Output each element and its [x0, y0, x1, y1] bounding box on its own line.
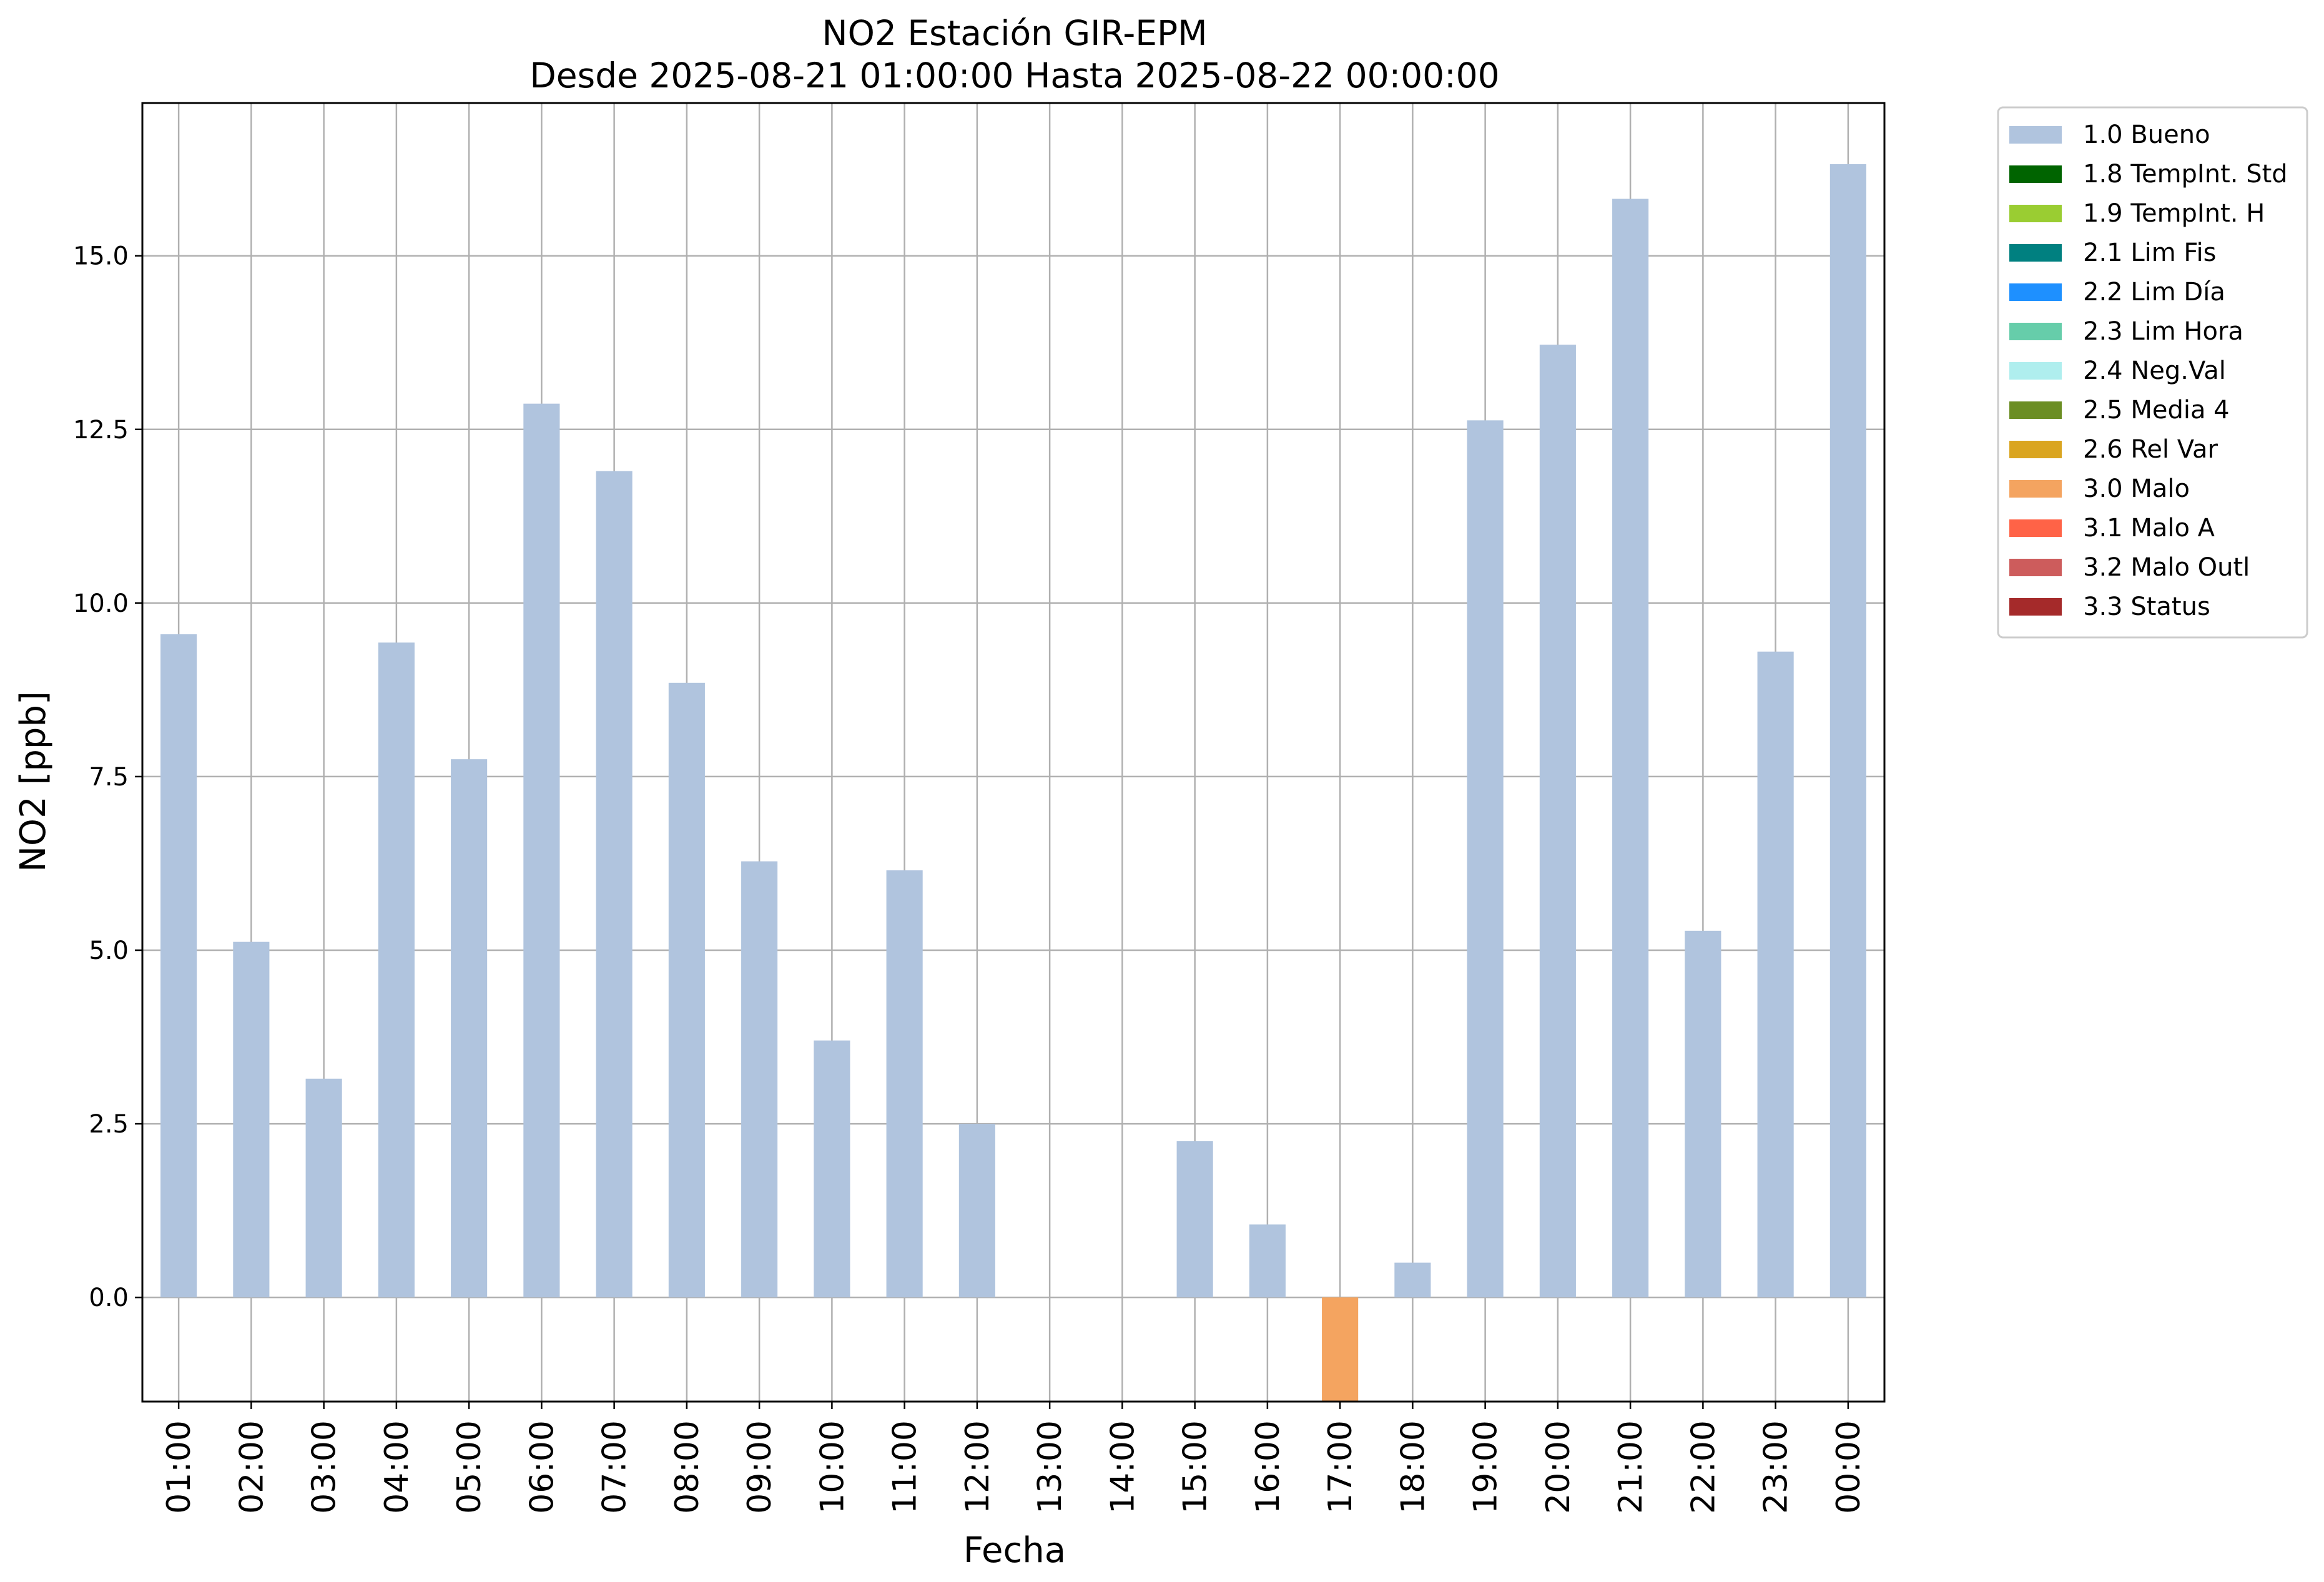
- bar-2200: [1685, 930, 1721, 1298]
- bars: [160, 164, 1866, 1402]
- x-tick-label: 21:00: [1612, 1420, 1650, 1514]
- x-tick-label: 04:00: [378, 1420, 416, 1514]
- legend-entry-label: 2.3 Lim Hora: [2083, 317, 2243, 346]
- bar-1900: [1467, 420, 1504, 1298]
- chart-subtitle: Desde 2025-08-21 01:00:00 Hasta 2025-08-…: [529, 56, 1499, 96]
- x-tick-label: 17:00: [1322, 1420, 1359, 1514]
- x-tick-label: 01:00: [160, 1420, 198, 1514]
- x-tick-label: 07:00: [596, 1420, 634, 1514]
- legend-swatch: [2009, 401, 2062, 419]
- legend-entry-label: 3.1 Malo A: [2083, 514, 2215, 543]
- legend-entry-label: 2.2 Lim Día: [2083, 278, 2225, 307]
- legend-entry-label: 2.6 Rel Var: [2083, 435, 2218, 464]
- axis-ticks: 0.0 2.5 5.0 7.5 10.0 12.5 15.0 01:00 02:00 03:00 0…: [73, 242, 1868, 1514]
- x-tick-label: 06:00: [523, 1420, 561, 1514]
- legend-swatch: [2009, 480, 2062, 498]
- y-tick-label: 10.0: [73, 589, 129, 618]
- x-tick-label: 15:00: [1177, 1420, 1214, 1514]
- y-tick-label: 12.5: [73, 416, 129, 445]
- y-axis-label: NO2 [ppb]: [13, 691, 54, 872]
- legend-swatch: [2009, 126, 2062, 144]
- x-tick-label: 02:00: [233, 1420, 270, 1514]
- legend-swatch: [2009, 598, 2062, 616]
- legend-entry-label: 2.5 Media 4: [2083, 396, 2230, 425]
- bar-0900: [741, 861, 778, 1298]
- legend-swatch: [2009, 323, 2062, 340]
- bar-0400: [378, 642, 415, 1298]
- legend: 1.0 Bueno 1.8 TempInt. Std 1.9 TempInt. H 2…: [1997, 106, 2308, 639]
- x-tick-label: 13:00: [1032, 1420, 1069, 1514]
- x-tick-label: 22:00: [1685, 1420, 1722, 1514]
- y-tick-label: 2.5: [89, 1110, 129, 1139]
- bar-1200: [958, 1124, 995, 1298]
- x-tick-label: 12:00: [959, 1420, 997, 1514]
- legend-swatch: [2009, 244, 2062, 262]
- legend-entry-label: 1.0 Bueno: [2083, 120, 2210, 149]
- legend-entry-label: 2.4 Neg.Val: [2083, 356, 2226, 385]
- x-axis-label: Fecha: [963, 1530, 1066, 1571]
- bar-0800: [668, 682, 705, 1298]
- legend-swatch: [2009, 441, 2062, 458]
- bar-0500: [451, 759, 488, 1298]
- bar-1100: [886, 870, 923, 1298]
- bar-1500: [1176, 1141, 1213, 1298]
- y-tick-label: 15.0: [73, 242, 129, 271]
- bar-0100: [160, 634, 197, 1298]
- bar-0000: [1829, 164, 1866, 1298]
- bar-0700: [596, 471, 633, 1298]
- bar-1600: [1249, 1224, 1286, 1298]
- bar-2100: [1612, 199, 1649, 1298]
- x-tick-label: 08:00: [669, 1420, 706, 1514]
- x-tick-label: 00:00: [1830, 1420, 1868, 1514]
- bar-1700: [1322, 1297, 1359, 1402]
- y-tick-label: 0.0: [89, 1284, 129, 1312]
- bar-1800: [1394, 1262, 1431, 1298]
- legend-swatch: [2009, 205, 2062, 222]
- legend-swatch: [2009, 362, 2062, 380]
- x-tick-label: 09:00: [741, 1420, 779, 1514]
- y-tick-label: 7.5: [89, 763, 129, 792]
- x-tick-label: 05:00: [451, 1420, 488, 1514]
- x-tick-label: 19:00: [1467, 1420, 1505, 1514]
- bar-2000: [1539, 345, 1576, 1298]
- x-tick-label: 20:00: [1540, 1420, 1577, 1514]
- bar-0200: [233, 941, 270, 1298]
- legend-entry-label: 1.9 TempInt. H: [2083, 199, 2265, 228]
- bar-2300: [1757, 651, 1794, 1298]
- x-tick-label: 03:00: [306, 1420, 343, 1514]
- x-tick-label: 23:00: [1758, 1420, 1795, 1514]
- chart-title: NO2 Estación GIR-EPM: [822, 13, 1207, 53]
- bar-1000: [814, 1040, 850, 1298]
- bar-0600: [523, 403, 560, 1298]
- plot-area-frame: [141, 102, 1886, 1403]
- legend-entry-label: 3.2 Malo Outl: [2083, 553, 2250, 582]
- x-tick-label: 18:00: [1394, 1420, 1432, 1514]
- x-tick-label: 16:00: [1249, 1420, 1287, 1514]
- legend-entry-label: 3.0 Malo: [2083, 474, 2190, 503]
- legend-swatch: [2009, 165, 2062, 183]
- legend-entry-label: 2.1 Lim Fis: [2083, 238, 2216, 267]
- legend-swatch: [2009, 559, 2062, 576]
- x-tick-label: 11:00: [887, 1420, 924, 1514]
- legend-swatch: [2009, 283, 2062, 301]
- legend-entry-label: 3.3 Status: [2083, 592, 2210, 621]
- y-tick-label: 5.0: [89, 936, 129, 965]
- legend-swatch: [2009, 519, 2062, 537]
- x-tick-label: 14:00: [1104, 1420, 1141, 1514]
- bar-0300: [305, 1078, 342, 1298]
- x-tick-label: 10:00: [814, 1420, 851, 1514]
- legend-entry-label: 1.8 TempInt. Std: [2083, 160, 2288, 189]
- legend-box: [1997, 106, 2308, 639]
